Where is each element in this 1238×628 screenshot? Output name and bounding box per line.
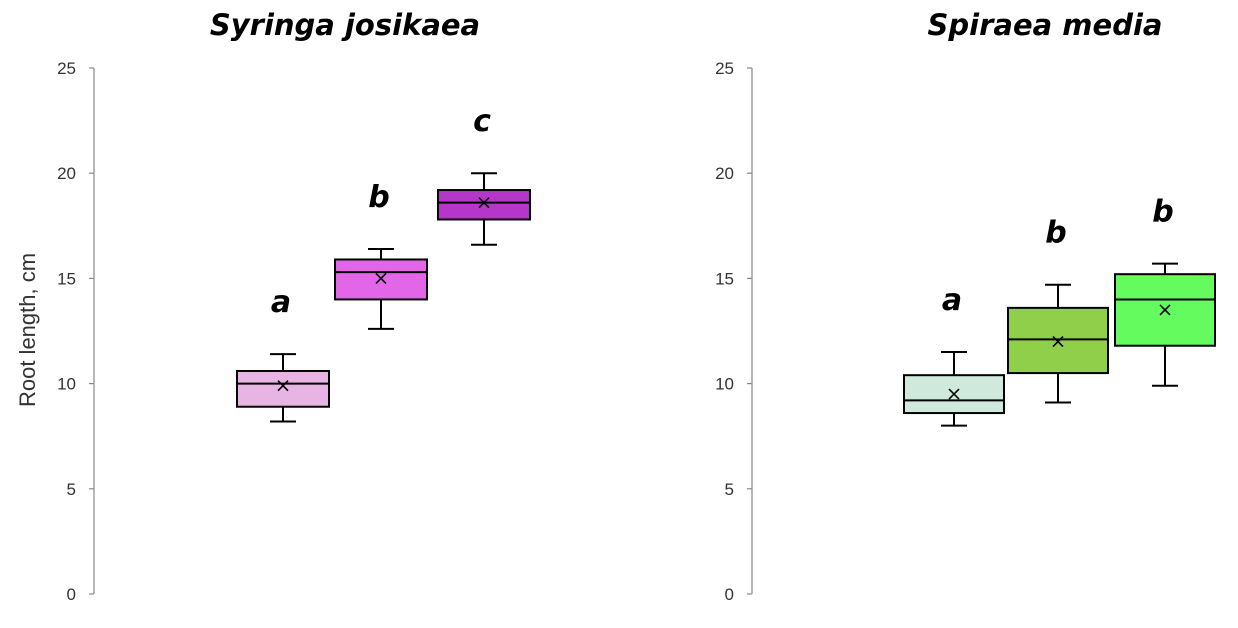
box-group: b: [1007, 216, 1109, 404]
y-tick-label: 5: [67, 480, 76, 499]
y-tick-label: 15: [715, 269, 734, 288]
significance-letter: b: [1152, 195, 1173, 230]
panel-1: 0 5 10 15 20 25 a b c: [57, 59, 531, 604]
y-tick-label: 0: [725, 585, 734, 604]
box-group: a: [236, 285, 330, 423]
significance-letter: b: [1045, 216, 1066, 251]
iqr-box: [1114, 273, 1216, 347]
y-tick-label: 0: [67, 585, 76, 604]
y-tick-label: 25: [715, 59, 734, 78]
significance-letter: b: [368, 180, 389, 215]
y-tick-label: 5: [725, 480, 734, 499]
y-tick-label: 25: [57, 59, 76, 78]
y-tick-label: 20: [715, 164, 734, 183]
mean-marker: [1052, 335, 1064, 348]
significance-letter: c: [473, 104, 491, 139]
box-group: c: [437, 104, 531, 246]
chart-title-spiraea: Spiraea media: [928, 8, 1163, 42]
iqr-box: [437, 189, 531, 221]
mean-marker: [478, 197, 490, 209]
y-axis-label: Root length, cm: [15, 253, 40, 407]
mean-marker-stroke: [277, 380, 289, 392]
y-tick-label: 15: [57, 269, 76, 288]
y-tick-label: 10: [57, 375, 76, 394]
mean-marker-stroke: [1052, 335, 1064, 348]
significance-letter: a: [942, 283, 962, 318]
y-tick-label: 20: [57, 164, 76, 183]
mean-marker: [948, 388, 960, 400]
y-tick-label: 10: [715, 375, 734, 394]
significance-letter: a: [271, 285, 291, 320]
panel-2: 0 5 10 15 20 25 a b b: [715, 59, 1216, 604]
chart-title-syringa: Syringa josikaea: [210, 8, 480, 42]
box-group: b: [1114, 195, 1216, 387]
mean-marker: [277, 380, 289, 392]
box-group: b: [334, 180, 428, 330]
mean-marker-stroke: [1159, 304, 1171, 316]
mean-marker: [375, 272, 387, 284]
mean-marker-stroke: [478, 197, 490, 209]
box-group: a: [903, 283, 1005, 427]
mean-marker-stroke: [948, 388, 960, 400]
chart-panels: 0 5 10 15 20 25 a b c 0 5 10 15 20 25 a b b: [57, 59, 1216, 604]
iqr-box: [236, 369, 330, 408]
mean-marker: [1159, 304, 1171, 316]
mean-marker-stroke: [375, 272, 387, 284]
